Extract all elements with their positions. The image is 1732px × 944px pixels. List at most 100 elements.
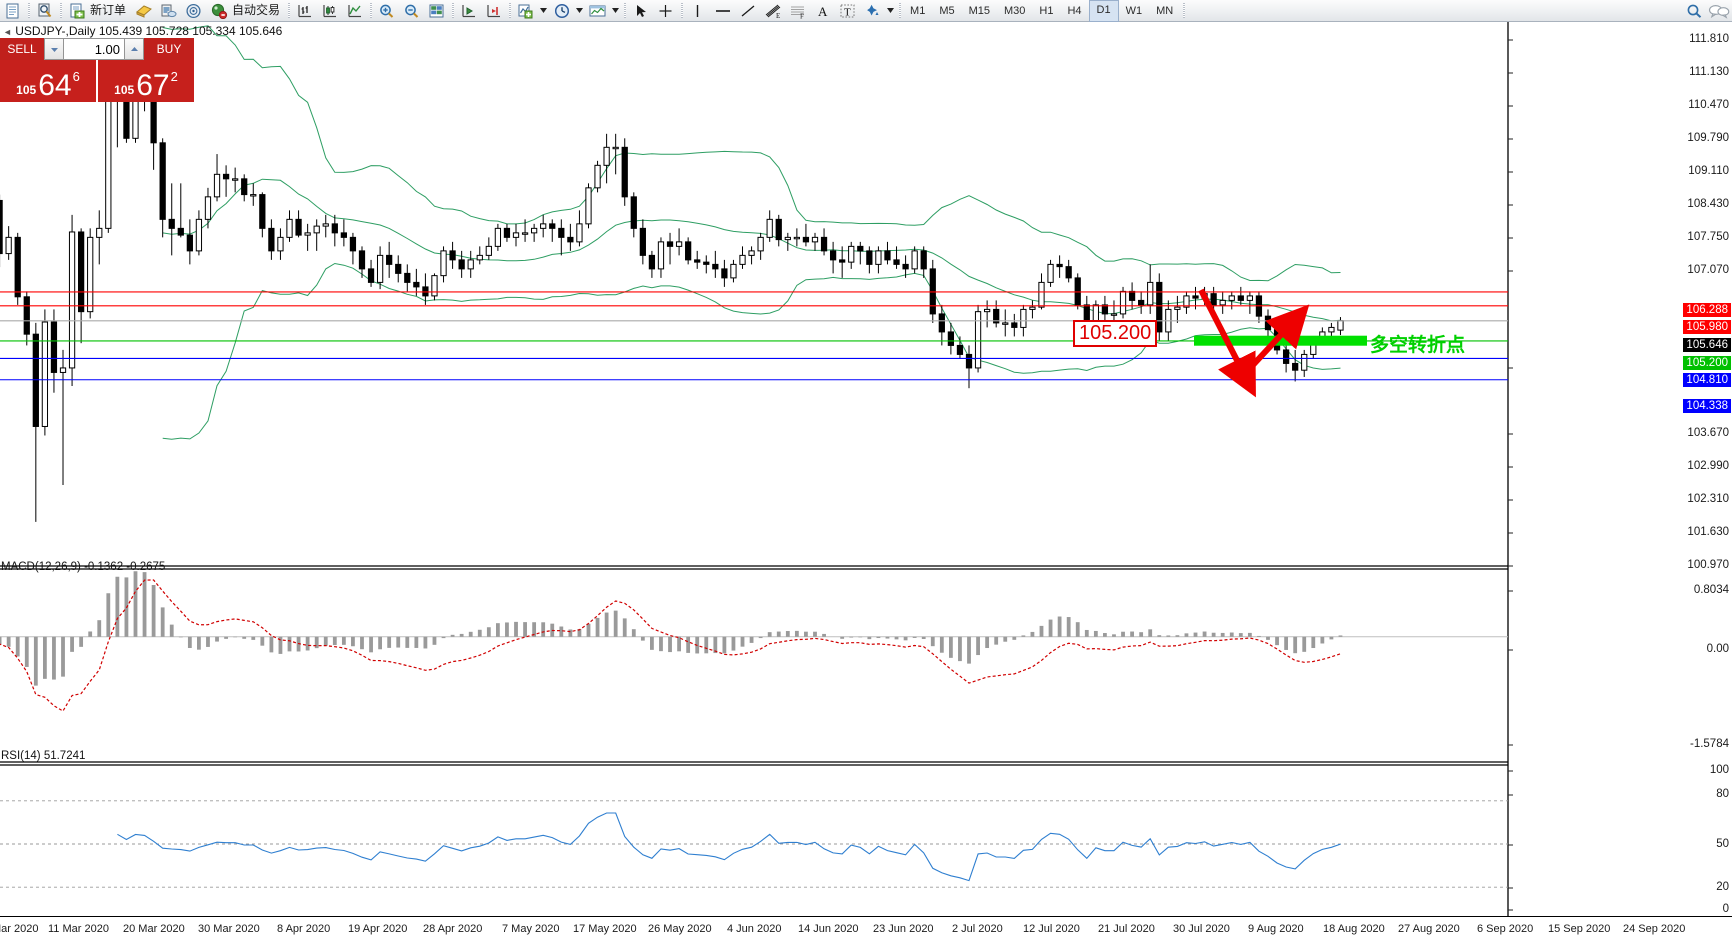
shift-end-icon[interactable]: [481, 0, 506, 21]
cursor-icon[interactable]: [628, 0, 653, 21]
shapes-dropdown-caret[interactable]: [885, 0, 896, 21]
date-tick-label: 20 Mar 2020: [123, 923, 185, 935]
main-toolbar: 新订单 自动交易 E F A T M1 M5 M15 M30 H1 H4 D1 W1 MN: [0, 0, 1732, 22]
buy-price-prefix: 105: [114, 83, 135, 97]
timeframe-w1-button[interactable]: W1: [1125, 4, 1143, 17]
price-level-badge[interactable]: 105.200: [1683, 356, 1731, 370]
toolbar-separator: [367, 1, 374, 20]
chart-canvas[interactable]: [0, 22, 1732, 944]
shapes-icon[interactable]: [860, 0, 885, 21]
price-tick-label: 101.630: [1687, 526, 1729, 538]
volume-increment-button[interactable]: [124, 38, 144, 60]
indicator-dropdown-caret[interactable]: [538, 0, 549, 21]
timeframe-d1-button[interactable]: D1: [1088, 0, 1119, 22]
sell-price-display[interactable]: 105 64 6: [0, 60, 96, 102]
autotrading-label[interactable]: 自动交易: [232, 3, 281, 17]
symbol-ohlc-text: USDJPY-,Daily 105.439 105.728 105.334 10…: [15, 24, 283, 38]
equidistant-channel-icon[interactable]: E: [760, 0, 785, 21]
svg-text:A: A: [818, 4, 828, 19]
vertical-line-icon[interactable]: [685, 0, 710, 21]
rsi-tick-label: 100: [1709, 764, 1729, 776]
autotrading-icon[interactable]: [206, 0, 231, 21]
shift-start-icon[interactable]: [456, 0, 481, 21]
date-tick-label: 17 May 2020: [573, 923, 637, 935]
toolbar-separator: [57, 1, 64, 20]
data-window-icon[interactable]: [156, 0, 181, 21]
sell-price-prefix: 105: [16, 83, 37, 97]
volume-input[interactable]: 1.00: [64, 38, 124, 60]
templates-dropdown-caret[interactable]: [610, 0, 621, 21]
timeframe-m1-button[interactable]: M1: [910, 4, 926, 17]
candlestick-chart-icon[interactable]: [317, 0, 342, 21]
timeframe-m5-button[interactable]: M5: [939, 4, 955, 17]
new-order-icon[interactable]: [64, 0, 89, 21]
price-level-badge[interactable]: 104.338: [1683, 399, 1731, 413]
timeframe-h1-button[interactable]: H1: [1039, 4, 1054, 17]
date-tick-label: 26 May 2020: [648, 923, 712, 935]
timeframe-m30-button[interactable]: M30: [1004, 4, 1026, 17]
price-tag-annotation[interactable]: 105.200: [1073, 320, 1158, 347]
date-tick-label: 12 Jul 2020: [1023, 923, 1080, 935]
bar-chart-icon[interactable]: [292, 0, 317, 21]
symbol-info-line: ◄ USDJPY-,Daily 105.439 105.728 105.334 …: [3, 24, 282, 38]
subpane-axis-ticks: [1508, 590, 1513, 911]
timeframe-m15-button[interactable]: M15: [968, 4, 990, 17]
line-chart-icon[interactable]: [342, 0, 367, 21]
price-level-badge[interactable]: 106.288: [1683, 303, 1731, 317]
date-tick-label: 24 Sep 2020: [1623, 923, 1686, 935]
rsi-indicator-label: RSI(14) 51.7241: [1, 750, 86, 762]
period-dropdown-caret[interactable]: [574, 0, 585, 21]
new-order-label[interactable]: 新订单: [90, 3, 127, 17]
macd-tick-label: -1.5784: [1689, 738, 1729, 750]
price-tick-label: 109.790: [1687, 132, 1729, 144]
date-tick-label: 4 Jun 2020: [727, 923, 782, 935]
sell-price-big: 64: [38, 69, 72, 102]
price-tick-label: 103.670: [1687, 427, 1729, 439]
chat-icon[interactable]: [1707, 0, 1732, 21]
chart-area[interactable]: [0, 22, 1732, 944]
timeframe-h4-button[interactable]: H4: [1067, 4, 1082, 17]
text-object-icon[interactable]: T: [835, 0, 860, 21]
bollinger-bands: [162, 25, 1341, 440]
buy-price-display[interactable]: 105 67 2: [98, 60, 194, 102]
price-level-badge[interactable]: 104.810: [1683, 373, 1731, 387]
price-tick-label: 102.990: [1687, 460, 1729, 472]
crosshair-icon[interactable]: [653, 0, 678, 21]
expert-advisors-icon[interactable]: [131, 0, 156, 21]
rsi-tick-label: 80: [1716, 788, 1729, 800]
zoom-out-icon[interactable]: [399, 0, 424, 21]
date-tick-label: 18 Aug 2020: [1323, 923, 1385, 935]
price-tick-label: 107.750: [1687, 231, 1729, 243]
date-tick-label: 28 Apr 2020: [423, 923, 483, 935]
sell-button[interactable]: SELL: [0, 38, 44, 60]
find-icon[interactable]: [1682, 0, 1707, 21]
tile-windows-icon[interactable]: [424, 0, 449, 21]
timeframe-mn-button[interactable]: MN: [1156, 4, 1174, 17]
buy-button[interactable]: BUY: [144, 38, 194, 60]
price-tick-label: 109.110: [1688, 165, 1729, 177]
trendline-icon[interactable]: [735, 0, 760, 21]
add-indicator-icon[interactable]: [513, 0, 538, 21]
templates-icon[interactable]: [585, 0, 610, 21]
oct-price-row: 105 64 6 105 67 2: [0, 60, 194, 102]
volume-decrement-button[interactable]: [44, 38, 64, 60]
one-click-trading-panel[interactable]: SELL 1.00 BUY 105 64 6 105 67 2: [0, 38, 194, 102]
price-level-badge[interactable]: 105.980: [1683, 320, 1731, 334]
horizontal-line-icon[interactable]: [710, 0, 735, 21]
text-label-icon[interactable]: A: [810, 0, 835, 21]
rsi-tick-label: 20: [1716, 881, 1729, 893]
period-clock-icon[interactable]: [549, 0, 574, 21]
date-axis[interactable]: Mar 2020 11 Mar 2020 20 Mar 2020 30 Mar 202…: [0, 916, 1732, 944]
price-level-badge[interactable]: 105.646: [1683, 338, 1731, 352]
chinese-note-annotation[interactable]: 多空转折点: [1370, 334, 1466, 356]
new-chart-icon[interactable]: [0, 0, 25, 21]
candlestick-series: [0, 52, 1344, 522]
toolbar-separator: [896, 1, 903, 20]
collapse-arrow-icon[interactable]: ◄: [3, 27, 12, 37]
date-tick-label: 15 Sep 2020: [1548, 923, 1611, 935]
price-tick-label: 100.970: [1687, 559, 1729, 571]
zoom-in-icon[interactable]: [374, 0, 399, 21]
fibonacci-icon[interactable]: F: [785, 0, 810, 21]
navigator-icon[interactable]: [181, 0, 206, 21]
search-icon[interactable]: [32, 0, 57, 21]
